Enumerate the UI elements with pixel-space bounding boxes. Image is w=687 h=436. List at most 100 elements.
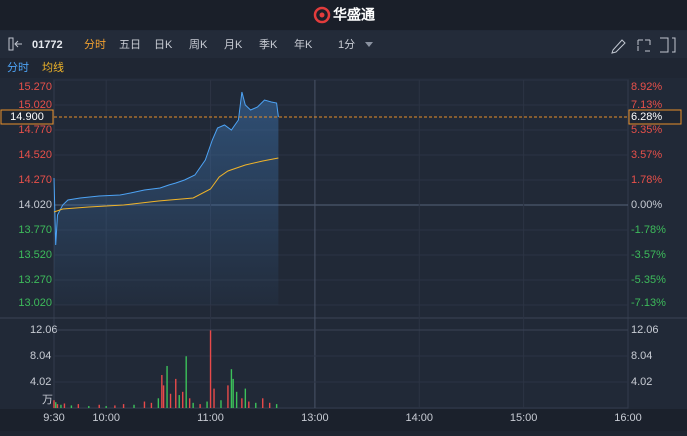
y2-tick-label: 3.57% [631,149,662,161]
toolbar [0,31,687,58]
volume-bar [55,402,57,408]
volume-bar [232,378,234,408]
x-tick-label: 15:00 [510,412,538,424]
x-tick-label: 16:00 [614,412,642,424]
dropdown-arrow[interactable] [365,42,373,47]
volume-unit: 万 [42,394,53,406]
y-tick-label: 15.020 [18,99,52,111]
volume-bar [199,404,201,408]
volume-bar [262,398,264,408]
tab[interactable]: 年K [294,37,313,51]
volume-tick-label: 12.06 [30,324,58,336]
volume-bar [150,402,153,408]
y2-tick-label: 0.00% [631,199,662,211]
back-icon[interactable] [8,37,22,51]
y2-tick-label: -3.57% [631,249,666,261]
volume-bar [192,402,194,408]
volume-bar [230,369,233,408]
tab[interactable]: 季K [259,38,278,51]
volume-bar [268,402,271,408]
volume-bar [209,330,212,408]
y-tick-label: 14.020 [18,199,52,211]
x-tick-label: 14:00 [406,412,434,424]
volume-bar [56,404,59,408]
legend-entry: 分时 [7,61,29,74]
volume-bar [133,404,135,408]
y2-tick-label: 7.13% [631,99,662,111]
volume-tick-label: 8.04 [30,350,51,362]
x-tick-label: 9:30 [43,412,64,424]
volume-bar [105,406,107,408]
top-bar [0,0,687,30]
y-tick-label: 14.270 [18,174,52,186]
last-change-label: 6.28% [631,111,662,123]
legend-entry: 均线 [42,60,64,74]
volume-bar [255,402,257,408]
tab[interactable]: 月K [224,39,243,51]
volume-bar [53,400,55,408]
volume-bar [88,406,90,408]
volume-bar [220,400,222,408]
last-price-box [0,109,54,125]
y-tick-label: 14.520 [18,149,52,161]
volume-bar [162,385,165,408]
logo-icon [313,6,331,24]
volume-bar [235,391,238,408]
time-axis-bg [0,409,687,431]
volume-tick-label: 12.06 [631,324,659,336]
tab[interactable]: 周K [189,38,208,51]
last-price-label: 14.900 [10,111,44,123]
tool-icons[interactable] [611,37,676,54]
volume-bar [188,398,191,408]
volume-bar [227,385,229,408]
volume-bar [248,401,250,408]
volume-bar [122,404,125,408]
tab[interactable]: 日K [154,39,173,51]
tab[interactable]: 分时 [84,38,106,51]
volume-bar [77,404,80,408]
price-line [53,91,279,246]
x-tick-label: 13:00 [301,412,329,424]
volume-bar [98,404,100,408]
y2-tick-label: -1.78% [631,224,666,236]
volume-bar [182,391,184,408]
stock-code: 01772 [32,39,63,51]
logo-text: 华盛通 [333,7,375,23]
price-area [54,92,279,305]
y-tick-label: 15.270 [18,81,52,93]
y-tick-label: 14.770 [18,124,52,136]
volume-bar [70,405,73,408]
volume-bar [114,405,116,408]
volume-bar [206,401,208,408]
volume-bar [175,378,177,408]
volume-bar [185,356,187,408]
y2-tick-label: 1.78% [631,174,662,186]
volume-bar [143,401,146,408]
y2-tick-label: -5.35% [631,274,666,286]
volume-bar [169,393,172,408]
volume-tick-label: 4.02 [30,376,51,388]
volume-bar [60,404,62,408]
interval[interactable]: 1分 [338,38,355,51]
y2-tick-label: -7.13% [631,297,666,309]
legend-bar [0,58,687,78]
volume-tick-label: 8.04 [631,350,652,362]
volume-bar [244,388,247,408]
volume-bar [275,404,278,408]
y-tick-label: 13.520 [18,249,52,261]
y2-tick-label: 8.92% [631,81,662,93]
y2-tick-label: 5.35% [631,124,662,136]
volume-bar [161,375,163,408]
volume-bar [213,388,215,408]
y-tick-label: 13.270 [18,274,52,286]
volume-bar [178,395,180,408]
y-tick-label: 13.770 [18,224,52,236]
x-tick-label: 10:00 [92,412,120,424]
volume-bar [63,403,66,408]
volume-tick-label: 4.02 [631,376,652,388]
volume-bar [166,365,168,408]
volume-bar [157,398,160,408]
tab[interactable]: 五日 [119,39,141,51]
